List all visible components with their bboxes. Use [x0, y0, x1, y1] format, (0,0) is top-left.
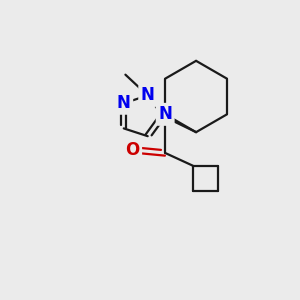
Text: N: N	[117, 94, 131, 112]
Text: O: O	[125, 141, 140, 159]
Text: N: N	[158, 105, 172, 123]
Text: N: N	[141, 86, 154, 104]
